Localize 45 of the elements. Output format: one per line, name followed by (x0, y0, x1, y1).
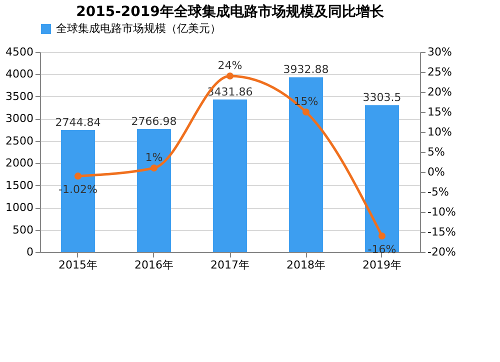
point (74, 172, 82, 180)
legend-label: 全球集成电路市场规模（亿美元） (56, 22, 221, 35)
data-label: 3303.5 (362, 91, 402, 104)
y2-tick-label: -20% (428, 246, 456, 258)
data-label: 2766.98 (131, 115, 177, 128)
point (378, 232, 386, 240)
y-tick-label: 1000 (6, 201, 34, 214)
y2-tick-label: -10% (428, 206, 456, 218)
y-tick-label: 0 (26, 246, 34, 258)
point (150, 164, 158, 172)
y2-tick-label: 20% (428, 86, 452, 98)
y-tick-label: 3500 (6, 90, 34, 103)
data-label: 15% (294, 95, 318, 108)
y-tick-label: 1500 (6, 178, 34, 192)
bar (137, 129, 171, 252)
chart-title: 2015-2019年全球集成电路市场规模及同比增长 (76, 3, 385, 20)
y-tick-label: 3000 (6, 112, 34, 126)
x-tick-label: 2017年 (210, 258, 250, 272)
y2-tick-label: 5% (428, 146, 445, 158)
bar (213, 99, 247, 252)
data-label: 3932.88 (283, 63, 329, 76)
bar (365, 105, 399, 252)
y2-tick-label: -15% (428, 226, 456, 238)
y-tick-label: 500 (12, 223, 34, 236)
point (302, 108, 310, 116)
y2-tick-label: 30% (428, 46, 452, 58)
y-tick-label: 2000 (6, 156, 34, 170)
y2-tick-label: 25% (428, 66, 452, 78)
y-tick-label: 2500 (6, 134, 34, 148)
y2-tick-label: 0% (428, 166, 445, 178)
bar (289, 77, 323, 252)
y2-tick-label: 10% (428, 126, 452, 138)
data-label: 2744.84 (55, 116, 101, 130)
y2-tick-label: 15% (428, 106, 452, 118)
y2-tick-label: -5% (428, 186, 449, 198)
y-tick-label: 4000 (6, 68, 34, 81)
point (226, 72, 234, 80)
x-tick-label: 2016年 (134, 258, 174, 272)
bar (61, 130, 95, 252)
x-tick-label: 2015年 (58, 258, 98, 272)
data-label: 1% (145, 151, 163, 164)
x-tick-label: 2018年 (286, 258, 326, 272)
y-tick-label: 4500 (6, 46, 34, 58)
x-tick-label: 2019年 (362, 258, 402, 272)
data-label: 24% (218, 59, 242, 72)
